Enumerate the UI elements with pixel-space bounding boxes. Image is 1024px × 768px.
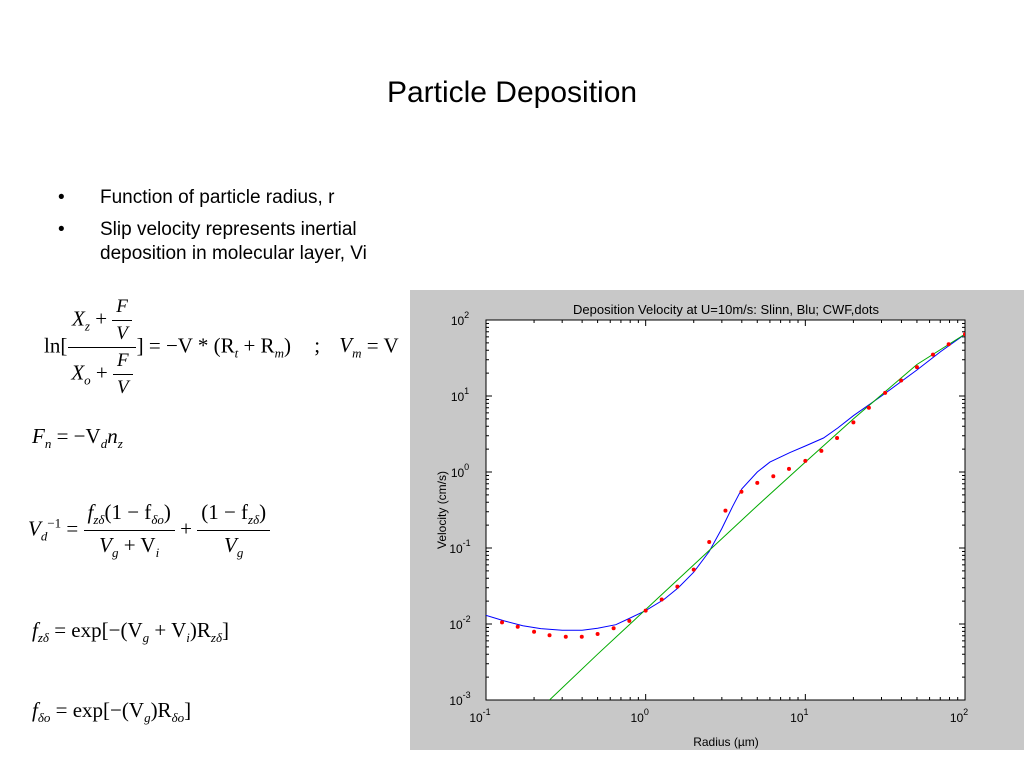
data-point-dot bbox=[819, 448, 824, 453]
data-point-dot bbox=[627, 618, 632, 623]
data-point-dot bbox=[914, 365, 919, 370]
bullet-text: Function of particle radius, r bbox=[100, 187, 335, 208]
data-point-dot bbox=[675, 584, 680, 589]
x-tick-label: 101 bbox=[790, 707, 808, 725]
series-line-green bbox=[549, 333, 965, 700]
data-point-dot bbox=[963, 332, 965, 337]
slide-title: Particle Deposition bbox=[386, 76, 638, 109]
y-tick-label: 10-1 bbox=[449, 538, 470, 556]
x-tick-label: 10-1 bbox=[469, 707, 490, 725]
deposition-velocity-chart: Deposition Velocity at U=10m/s: Slinn, B… bbox=[435, 302, 968, 749]
data-point-dot bbox=[851, 420, 856, 425]
data-point-dot bbox=[930, 352, 935, 357]
data-point-dot bbox=[515, 624, 520, 629]
bullet-text: Slip velocity represents inertial deposi… bbox=[100, 219, 367, 264]
bullet-item: • Slip velocity represents inertial depo… bbox=[58, 218, 438, 266]
data-point-dot bbox=[835, 436, 840, 441]
y-tick-label: 10-2 bbox=[449, 614, 470, 632]
chart-title: Deposition Velocity at U=10m/s: Slinn, B… bbox=[573, 302, 879, 317]
data-point-dot bbox=[899, 378, 904, 383]
data-point-dot bbox=[803, 458, 808, 463]
data-point-dot bbox=[946, 342, 951, 347]
y-tick-label: 100 bbox=[451, 462, 469, 480]
data-point-dot bbox=[547, 633, 552, 638]
x-tick-label: 100 bbox=[630, 707, 648, 725]
y-tick-label: 102 bbox=[451, 310, 469, 328]
bullet-item: • Function of particle radius, r bbox=[58, 186, 438, 210]
data-point-dot bbox=[500, 620, 505, 625]
data-point-dot bbox=[691, 567, 696, 572]
data-point-dot bbox=[563, 634, 568, 639]
equation-flux: Fn = −Vdnz bbox=[32, 424, 123, 452]
data-point-dot bbox=[707, 539, 712, 544]
data-point-dot bbox=[595, 631, 600, 636]
series-line-blue bbox=[486, 333, 965, 631]
data-point-dot bbox=[771, 474, 776, 479]
data-point-dot bbox=[739, 489, 744, 494]
data-point-dot bbox=[723, 508, 728, 513]
equation-deposition-velocity: Vd−1 = fzδ(1 − fδo) Vg + Vi + (1 − fzδ) … bbox=[28, 500, 271, 561]
data-point-dot bbox=[755, 480, 760, 485]
x-axis-label: Radius (µm) bbox=[693, 735, 759, 749]
data-point-dot bbox=[611, 626, 616, 631]
data-point-dot bbox=[643, 608, 648, 613]
chart-series bbox=[486, 332, 965, 700]
deposition-velocity-figure: Deposition Velocity at U=10m/s: Slinn, B… bbox=[410, 290, 1024, 750]
data-point-dot bbox=[532, 629, 537, 634]
equation-f-delta-o: fδo = exp[−(Vg)Rδo] bbox=[32, 698, 192, 726]
data-point-dot bbox=[659, 597, 664, 602]
data-point-dot bbox=[883, 390, 888, 395]
data-point-dot bbox=[866, 405, 871, 410]
y-tick-label: 10-3 bbox=[449, 690, 470, 708]
y-axis-label: Velocity (cm/s) bbox=[435, 471, 449, 549]
x-tick-label: 102 bbox=[950, 707, 968, 725]
y-tick-label: 101 bbox=[451, 386, 469, 404]
bullet-marker: • bbox=[58, 219, 65, 240]
data-point-dot bbox=[579, 634, 584, 639]
equation-f-z-delta: fzδ = exp[−(Vg + Vi)Rzδ] bbox=[32, 618, 229, 646]
bullet-list: • Function of particle radius, r • Slip … bbox=[58, 186, 438, 274]
bullet-marker: • bbox=[58, 187, 65, 208]
data-point-dot bbox=[786, 466, 791, 471]
